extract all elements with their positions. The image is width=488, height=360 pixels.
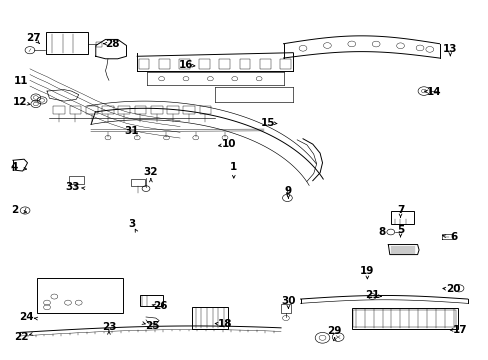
- Text: 19: 19: [360, 266, 374, 276]
- Text: 11: 11: [14, 76, 28, 86]
- Text: 4: 4: [11, 162, 18, 172]
- Text: 15: 15: [260, 118, 275, 128]
- Bar: [140, 295, 163, 306]
- Bar: [37, 278, 122, 314]
- Bar: [86, 106, 98, 114]
- Text: 28: 28: [105, 39, 120, 49]
- Bar: [352, 310, 455, 327]
- Bar: [118, 106, 130, 114]
- Bar: [151, 106, 162, 114]
- Text: 22: 22: [14, 332, 28, 342]
- Text: 31: 31: [124, 126, 138, 135]
- Text: 20: 20: [445, 284, 460, 294]
- Bar: [134, 106, 146, 114]
- Bar: [96, 41, 102, 47]
- Bar: [131, 179, 145, 186]
- Text: 29: 29: [327, 326, 341, 336]
- Bar: [280, 305, 291, 314]
- Text: 8: 8: [378, 227, 385, 237]
- Bar: [69, 106, 81, 114]
- Text: 23: 23: [102, 322, 116, 332]
- Bar: [191, 307, 228, 329]
- Bar: [183, 106, 195, 114]
- Text: 13: 13: [442, 44, 457, 54]
- Bar: [259, 59, 270, 69]
- Text: 2: 2: [11, 206, 18, 216]
- Text: 14: 14: [426, 87, 440, 97]
- Text: 18: 18: [217, 319, 232, 329]
- Text: 10: 10: [221, 139, 236, 149]
- Text: 16: 16: [179, 60, 193, 70]
- Text: 6: 6: [449, 232, 457, 242]
- Text: 26: 26: [153, 301, 167, 311]
- Bar: [69, 176, 83, 184]
- Bar: [219, 59, 230, 69]
- Text: 27: 27: [26, 33, 41, 43]
- Bar: [280, 59, 290, 69]
- Bar: [179, 59, 189, 69]
- Bar: [159, 59, 169, 69]
- Text: 32: 32: [143, 167, 158, 177]
- Text: 30: 30: [281, 296, 295, 306]
- Bar: [199, 59, 209, 69]
- Text: 17: 17: [452, 325, 467, 335]
- Bar: [53, 106, 65, 114]
- Bar: [239, 59, 250, 69]
- Text: 1: 1: [230, 162, 237, 172]
- Text: 7: 7: [396, 206, 404, 216]
- Bar: [351, 308, 457, 329]
- Bar: [45, 32, 88, 54]
- Text: 21: 21: [364, 291, 379, 301]
- Text: 5: 5: [396, 225, 404, 235]
- Bar: [199, 106, 211, 114]
- Text: 12: 12: [13, 97, 27, 107]
- Text: 25: 25: [145, 321, 160, 331]
- Bar: [102, 106, 114, 114]
- Bar: [167, 106, 179, 114]
- Text: 24: 24: [19, 312, 33, 322]
- Text: 33: 33: [65, 182, 80, 192]
- Text: 9: 9: [284, 186, 291, 197]
- Bar: [390, 211, 413, 224]
- Bar: [139, 59, 149, 69]
- Text: 3: 3: [128, 219, 136, 229]
